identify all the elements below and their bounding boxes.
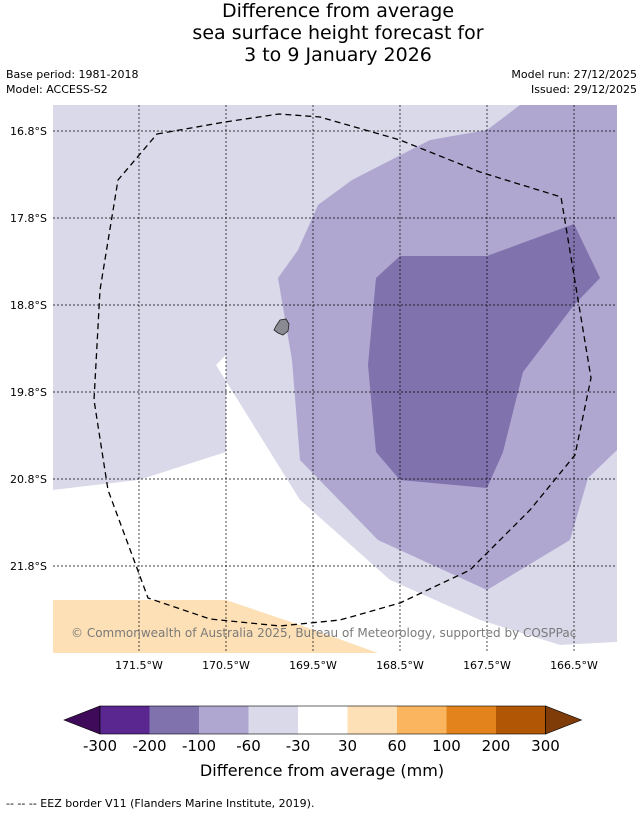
lat-label: 18.8°S bbox=[10, 299, 47, 312]
legend-title: Difference from average (mm) bbox=[199, 761, 445, 780]
legend-frame bbox=[99, 705, 546, 735]
title-line-2: sea surface height forecast for bbox=[192, 22, 484, 44]
graticule bbox=[53, 105, 617, 653]
legend-tick-label: 30 bbox=[338, 737, 357, 755]
anomaly-band-minus100 bbox=[368, 224, 600, 488]
legend-swatch bbox=[199, 706, 249, 734]
legend-swatch bbox=[496, 706, 546, 734]
niue-island bbox=[273, 318, 290, 336]
base-period: Base period: 1981-2018 bbox=[6, 68, 139, 81]
lon-label: 167.5°W bbox=[463, 659, 511, 672]
legend-extend-min bbox=[63, 705, 101, 735]
map-attribution: © Commonwealth of Australia 2025, Bureau… bbox=[71, 626, 576, 640]
legend-tick-label: 200 bbox=[482, 737, 511, 755]
legend-extend-max bbox=[545, 705, 583, 735]
legend-colorbar: -300 -200 -100 -60 -30 30 60 100 200 300 bbox=[63, 705, 583, 755]
title-line-1: Difference from average bbox=[221, 0, 455, 22]
legend-tick-label: -60 bbox=[236, 737, 261, 755]
legend-tick-label: -300 bbox=[83, 737, 117, 755]
legend-tick-label: -30 bbox=[286, 737, 311, 755]
eez-footnote: -- -- -- EEZ border V11 (Flanders Marine… bbox=[6, 797, 315, 810]
legend-tick-label: -100 bbox=[182, 737, 216, 755]
legend-tick-label: 100 bbox=[432, 737, 461, 755]
lon-label: 170.5°W bbox=[202, 659, 250, 672]
model-run: Model run: 27/12/2025 bbox=[511, 68, 637, 81]
legend-swatch bbox=[397, 706, 447, 734]
map-panel: © Commonwealth of Australia 2025, Bureau… bbox=[53, 105, 617, 653]
issued-date: Issued: 29/12/2025 bbox=[530, 83, 637, 96]
eez-border bbox=[93, 113, 592, 627]
title-line-3: 3 to 9 January 2026 bbox=[244, 44, 432, 66]
lat-label: 20.8°S bbox=[10, 473, 47, 486]
lat-label: 16.8°S bbox=[10, 125, 47, 138]
legend-swatch bbox=[347, 706, 397, 734]
model-name: Model: ACCESS-S2 bbox=[6, 83, 108, 96]
anomaly-band-plus30 bbox=[53, 600, 378, 653]
legend-tick-label: 300 bbox=[531, 737, 560, 755]
lon-label: 166.5°W bbox=[550, 659, 598, 672]
lon-label: 168.5°W bbox=[376, 659, 424, 672]
meta-right: Model run: 27/12/2025 Issued: 29/12/2025 bbox=[511, 67, 637, 97]
anomaly-band-zero bbox=[53, 355, 617, 653]
lat-label: 21.8°S bbox=[10, 560, 47, 573]
lat-label: 17.8°S bbox=[10, 212, 47, 225]
legend-swatch bbox=[100, 706, 150, 734]
longitude-labels: 171.5°W 170.5°W 169.5°W 168.5°W 167.5°W … bbox=[115, 659, 598, 672]
lon-label: 171.5°W bbox=[115, 659, 163, 672]
legend-swatch bbox=[248, 706, 298, 734]
meta-left: Base period: 1981-2018 Model: ACCESS-S2 bbox=[6, 67, 138, 97]
latitude-labels: 16.8°S 17.8°S 18.8°S 19.8°S 20.8°S 21.8°… bbox=[10, 125, 47, 573]
legend-tick-label: 60 bbox=[387, 737, 406, 755]
legend-swatch bbox=[149, 706, 199, 734]
lon-label: 169.5°W bbox=[289, 659, 337, 672]
map-title: Difference from average sea surface heig… bbox=[0, 0, 644, 66]
legend-swatch bbox=[298, 706, 348, 734]
legend-swatch bbox=[446, 706, 496, 734]
lat-label: 19.8°S bbox=[10, 386, 47, 399]
legend-tick-label: -200 bbox=[132, 737, 166, 755]
